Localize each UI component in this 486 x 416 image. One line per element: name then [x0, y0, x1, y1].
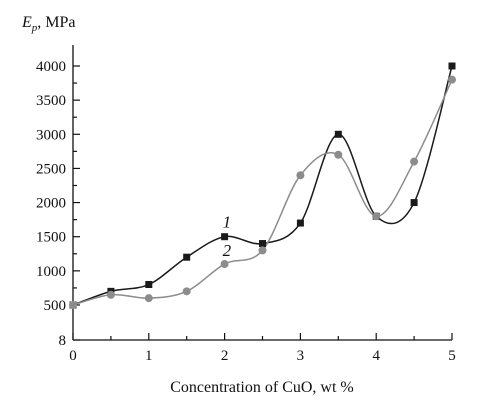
y-axis-title-subscript: p	[31, 22, 38, 34]
y-tick-label: 2500	[36, 161, 66, 177]
series-2-point	[372, 212, 381, 221]
series-1-point	[448, 62, 456, 70]
series-2-label: 2	[223, 241, 232, 260]
series-1-point	[410, 199, 418, 207]
series-1-point	[259, 240, 266, 248]
x-tick-label: 0	[69, 348, 77, 364]
x-tick-label: 1	[145, 348, 153, 364]
series-2-point	[448, 75, 456, 84]
series-2-point	[220, 260, 229, 269]
y-tick-label: 1000	[36, 264, 66, 280]
series-1-line	[72, 65, 453, 306]
series-1-point	[334, 130, 342, 138]
y-axis-title-unit: , MPa	[37, 14, 75, 31]
series-2-point	[258, 246, 267, 255]
x-tick-label: 5	[448, 348, 456, 364]
series-2-point	[410, 157, 419, 166]
y-tick-label: 500	[44, 298, 67, 314]
series-1-point	[145, 281, 153, 289]
series-2-point	[106, 290, 115, 299]
series-1-point	[296, 219, 304, 227]
series-1-point	[221, 233, 229, 241]
y-axis-title-main: E	[21, 14, 32, 31]
y-axis-title: Ep, MPa	[21, 14, 76, 34]
label-group: 12	[223, 213, 232, 260]
y-tick-label: 3000	[36, 127, 66, 143]
y-tick-label: 2000	[36, 196, 66, 212]
x-tick-label: 4	[372, 348, 380, 364]
series-2-line	[72, 79, 453, 306]
series-1-point	[183, 253, 191, 261]
curve-group	[72, 65, 453, 306]
y-tick-label: 4000	[36, 59, 66, 75]
series-2-point	[69, 301, 77, 309]
x-tick-label: 3	[297, 348, 305, 364]
series-1-label: 1	[223, 213, 232, 232]
series-2-point	[182, 287, 191, 296]
x-axis-title: Concentration of CuO, wt %	[170, 379, 354, 396]
y-tick-label: 3500	[36, 93, 66, 109]
series-2-point	[334, 150, 343, 159]
y-tick-label: 8	[59, 333, 67, 349]
series-2-point	[296, 171, 305, 180]
x-tick-label: 2	[221, 348, 229, 364]
marker-group	[69, 62, 456, 309]
series-2-point	[144, 294, 153, 303]
y-tick-label: 1500	[36, 230, 66, 246]
